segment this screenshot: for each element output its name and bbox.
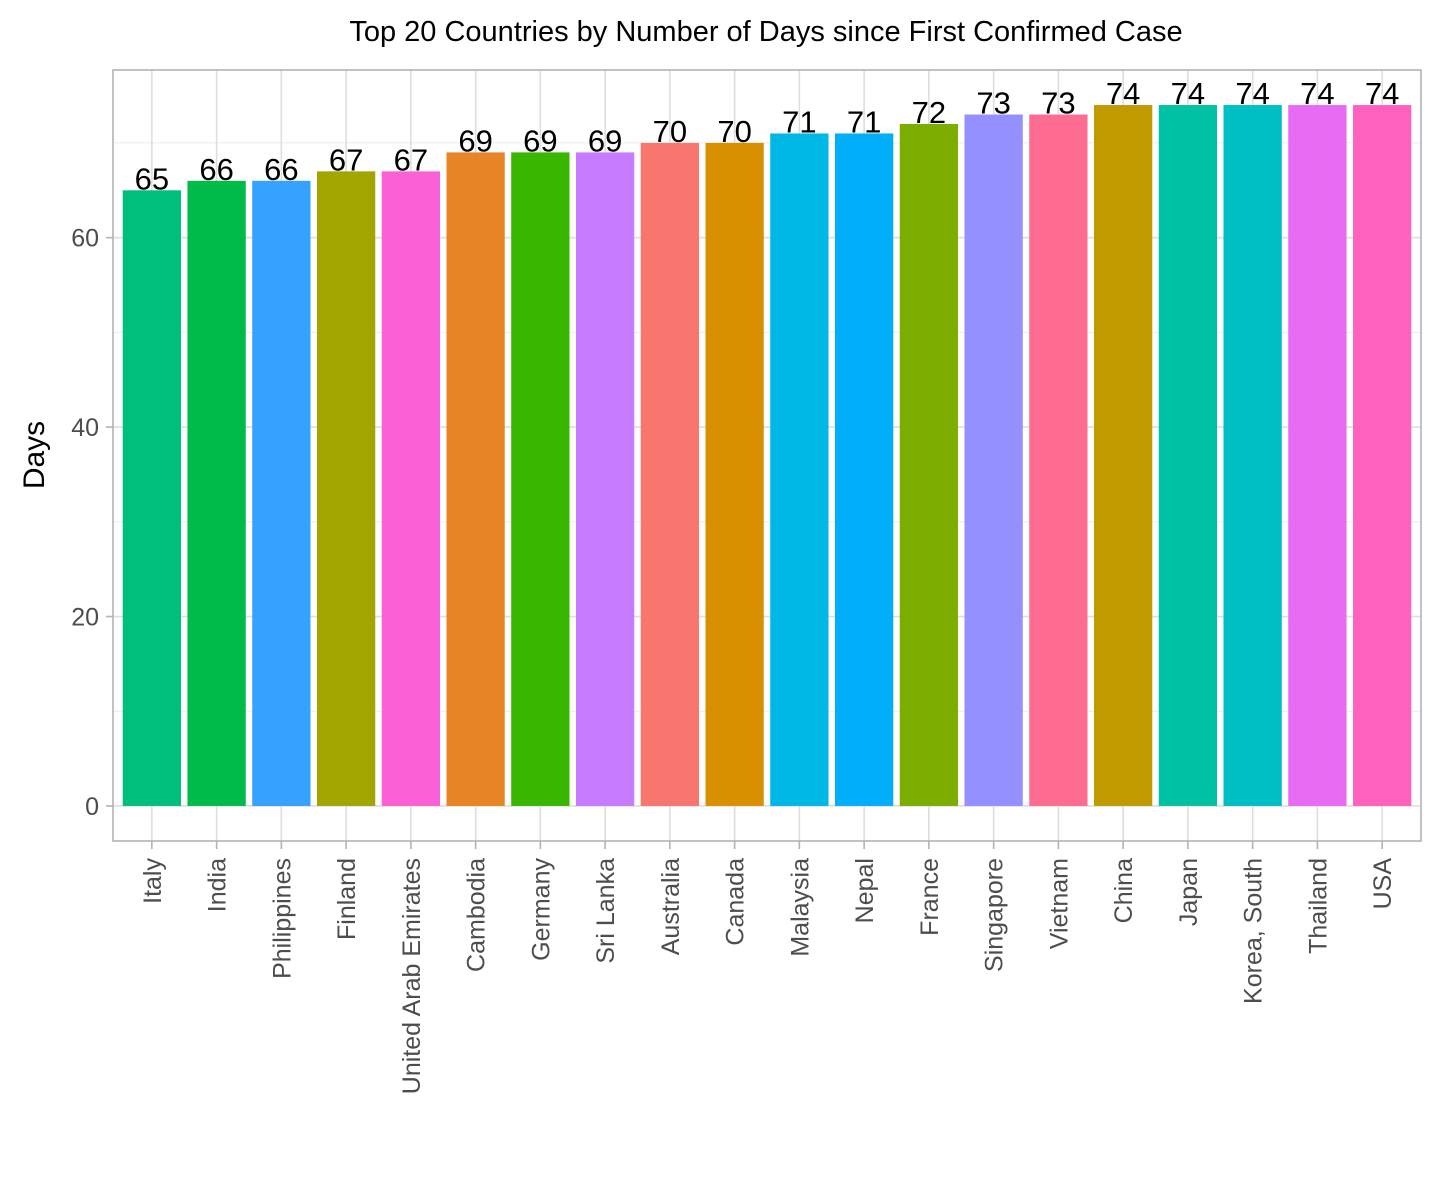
x-tick-label: India bbox=[204, 858, 232, 912]
data-label: 71 bbox=[847, 104, 881, 139]
data-label: 66 bbox=[199, 152, 233, 187]
x-tick-label: Korea, South bbox=[1240, 858, 1268, 1004]
x-tick-label: Cambodia bbox=[463, 858, 491, 972]
bar bbox=[899, 123, 959, 806]
x-tick-label: France bbox=[916, 858, 944, 936]
bar bbox=[705, 142, 764, 806]
data-label: 70 bbox=[717, 114, 751, 149]
chart-title: Top 20 Countries by Number of Days since… bbox=[349, 16, 1182, 48]
plot-border bbox=[112, 69, 1422, 842]
bar bbox=[770, 133, 829, 806]
bar bbox=[1158, 105, 1218, 806]
data-label: 66 bbox=[264, 152, 298, 187]
data-label: 73 bbox=[976, 86, 1010, 121]
data-label: 69 bbox=[523, 123, 557, 158]
data-label: 73 bbox=[1041, 86, 1075, 121]
data-label: 65 bbox=[135, 161, 169, 196]
x-tick-label: Australia bbox=[657, 858, 685, 955]
data-label: 74 bbox=[1106, 76, 1140, 111]
data-label: 67 bbox=[329, 142, 363, 177]
bar bbox=[252, 180, 311, 806]
y-axis: 0 20 40 60 bbox=[71, 225, 113, 821]
bar bbox=[834, 133, 894, 806]
data-label: 74 bbox=[1235, 76, 1269, 111]
data-label: 74 bbox=[1365, 76, 1399, 111]
x-tick-label: Italy bbox=[139, 858, 167, 904]
y-tick-label: 40 bbox=[71, 414, 99, 442]
data-label: 74 bbox=[1300, 76, 1334, 111]
bar bbox=[511, 152, 570, 806]
x-tick-label: USA bbox=[1369, 858, 1397, 910]
data-label: 72 bbox=[912, 95, 946, 130]
x-tick-label: Canada bbox=[722, 858, 750, 946]
data-label: 69 bbox=[588, 123, 622, 158]
y-tick-label: 0 bbox=[85, 793, 99, 821]
bars-layer bbox=[122, 105, 1412, 806]
x-tick-label: Malaysia bbox=[786, 858, 814, 957]
x-tick-label: United Arab Emirates bbox=[398, 858, 426, 1094]
data-label: 71 bbox=[782, 104, 816, 139]
bar bbox=[316, 171, 376, 806]
bar bbox=[964, 114, 1023, 806]
x-tick-label: Germany bbox=[527, 858, 555, 961]
x-tick-label: Philippines bbox=[268, 858, 296, 979]
x-tick-label: Vietnam bbox=[1045, 858, 1073, 949]
x-tick-label: Thailand bbox=[1304, 858, 1332, 954]
data-label: 67 bbox=[394, 142, 428, 177]
x-tick-label: Sri Lanka bbox=[592, 858, 620, 964]
bar bbox=[446, 152, 505, 806]
x-tick-label: Finland bbox=[333, 858, 361, 940]
data-label: 70 bbox=[653, 114, 687, 149]
bar bbox=[1094, 105, 1153, 806]
x-tick-label: Nepal bbox=[851, 858, 879, 923]
bar bbox=[1353, 105, 1412, 806]
bar bbox=[187, 180, 246, 806]
y-tick-label: 20 bbox=[71, 604, 99, 632]
y-tick-label: 60 bbox=[71, 225, 99, 253]
data-label: 69 bbox=[458, 123, 492, 158]
data-label: 74 bbox=[1171, 76, 1205, 111]
bar bbox=[1029, 114, 1088, 806]
bar bbox=[1288, 105, 1347, 806]
bar bbox=[381, 171, 440, 806]
x-tick-label: China bbox=[1110, 858, 1138, 923]
bar bbox=[640, 142, 700, 806]
y-axis-label: Days bbox=[18, 421, 51, 489]
x-tick-label: Singapore bbox=[981, 858, 1009, 972]
bar bbox=[1223, 105, 1282, 806]
data-labels-layer: 65 66 66 67 67 69 69 69 70 70 71 71 72 73 73 74 74 74 74 74 bbox=[135, 76, 1400, 196]
x-axis: Italy India Philippines Finland United Arab … bbox=[139, 841, 1397, 1094]
bar bbox=[122, 190, 181, 806]
bar bbox=[575, 152, 635, 806]
x-tick-label: Japan bbox=[1175, 858, 1203, 926]
